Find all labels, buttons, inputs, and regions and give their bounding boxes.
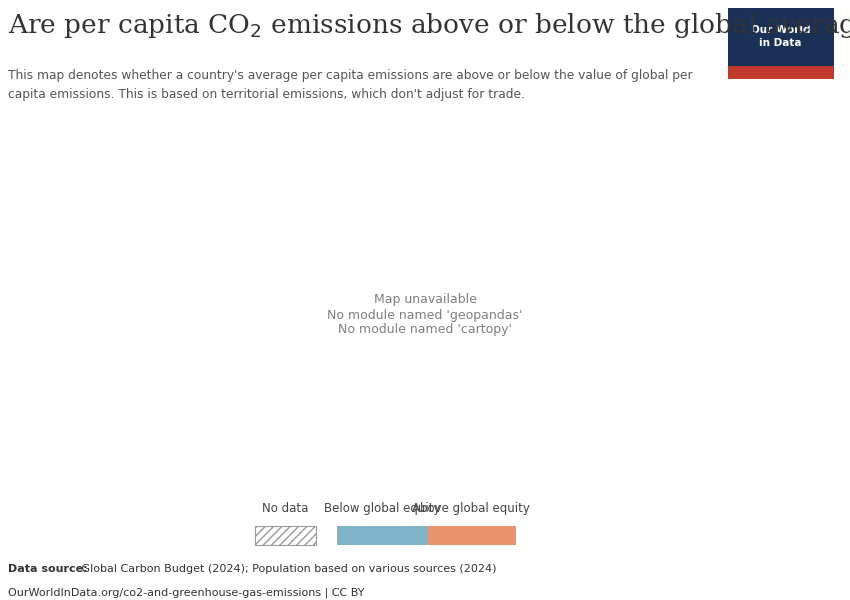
FancyBboxPatch shape xyxy=(337,526,427,545)
FancyBboxPatch shape xyxy=(427,526,516,545)
Text: Are per capita CO$_2$ emissions above or below the global average?: Are per capita CO$_2$ emissions above or… xyxy=(8,11,850,40)
Text: Global Carbon Budget (2024); Population based on various sources (2024): Global Carbon Budget (2024); Population … xyxy=(78,564,497,574)
Text: OurWorldInData.org/co2-and-greenhouse-gas-emissions | CC BY: OurWorldInData.org/co2-and-greenhouse-ga… xyxy=(8,587,365,598)
Text: Our World
in Data: Our World in Data xyxy=(751,25,810,49)
Text: This map denotes whether a country's average per capita emissions are above or b: This map denotes whether a country's ave… xyxy=(8,69,693,101)
Text: Map unavailable
No module named 'geopandas'
No module named 'cartopy': Map unavailable No module named 'geopand… xyxy=(327,293,523,337)
FancyBboxPatch shape xyxy=(728,8,834,67)
Text: Data source:: Data source: xyxy=(8,564,88,574)
Text: Below global equity: Below global equity xyxy=(324,502,440,515)
Text: No data: No data xyxy=(263,502,309,515)
FancyBboxPatch shape xyxy=(728,67,834,79)
Text: Above global equity: Above global equity xyxy=(412,502,530,515)
FancyBboxPatch shape xyxy=(255,526,316,545)
